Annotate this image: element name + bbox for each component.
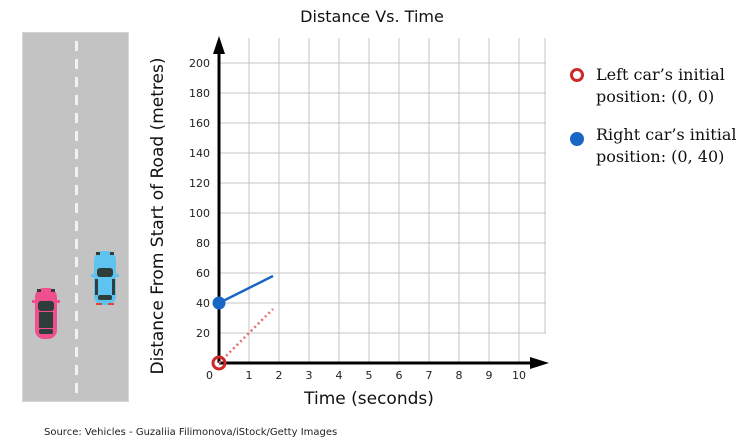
- legend-item-left-car: Left car’s initial position: (0, 0): [570, 64, 725, 108]
- x-tick-label: 2: [276, 369, 283, 382]
- open-circle-icon: [211, 355, 227, 371]
- x-tick-label: 4: [336, 369, 343, 382]
- chart-title: Distance Vs. Time: [300, 7, 444, 26]
- open-circle-icon: [570, 68, 584, 82]
- right-car-icon: [91, 251, 119, 305]
- origin-label: 0: [206, 369, 213, 382]
- x-tick-label: 3: [306, 369, 313, 382]
- axis-tick-labels: 1 2 3 4 5 6 7 8 9 10 20 40 60 80 100 120 140 160 180 200: [189, 57, 526, 382]
- x-tick-label: 10: [512, 369, 526, 382]
- x-tick-label: 1: [246, 369, 253, 382]
- series-line: [218, 274, 274, 305]
- left-car-icon: [32, 288, 60, 339]
- source-credit: Source: Vehicles - Guzaliia Filimonova/i…: [44, 427, 338, 438]
- y-tick-label: 20: [196, 327, 210, 340]
- legend-left-line1: Left car’s initial: [596, 65, 725, 84]
- road-center-line: [75, 41, 78, 397]
- y-axis-label: Distance From Start of Road (metres): [148, 57, 168, 375]
- y-tick-label: 60: [196, 267, 210, 280]
- road-illustration: [22, 32, 129, 402]
- y-tick-label: 200: [189, 57, 210, 70]
- x-tick-label: 9: [486, 369, 493, 382]
- legend-right-line1: Right car’s initial: [596, 125, 737, 144]
- y-tick-label: 140: [189, 147, 210, 160]
- y-tick-label: 40: [196, 297, 210, 310]
- legend-right-line2: position: (0, 40): [596, 147, 725, 166]
- y-tick-label: 180: [189, 87, 210, 100]
- x-axis-arrow-icon: [530, 357, 549, 369]
- filled-circle-icon: [212, 296, 226, 310]
- legend-item-right-car: Right car’s initial position: (0, 40): [570, 124, 737, 168]
- x-tick-label: 6: [396, 369, 403, 382]
- y-tick-label: 120: [189, 177, 210, 190]
- x-tick-label: 8: [456, 369, 463, 382]
- x-axis-label: Time (seconds): [304, 389, 434, 409]
- chart-series: [211, 274, 274, 371]
- series-line: [218, 308, 274, 364]
- x-tick-label: 5: [366, 369, 373, 382]
- filled-circle-icon: [570, 132, 584, 146]
- y-tick-label: 100: [189, 207, 210, 220]
- y-tick-label: 160: [189, 117, 210, 130]
- chart-grid: [219, 38, 546, 363]
- legend-left-line2: position: (0, 0): [596, 87, 715, 106]
- y-axis-arrow-icon: [213, 36, 225, 54]
- x-tick-label: 7: [426, 369, 433, 382]
- y-tick-label: 80: [196, 237, 210, 250]
